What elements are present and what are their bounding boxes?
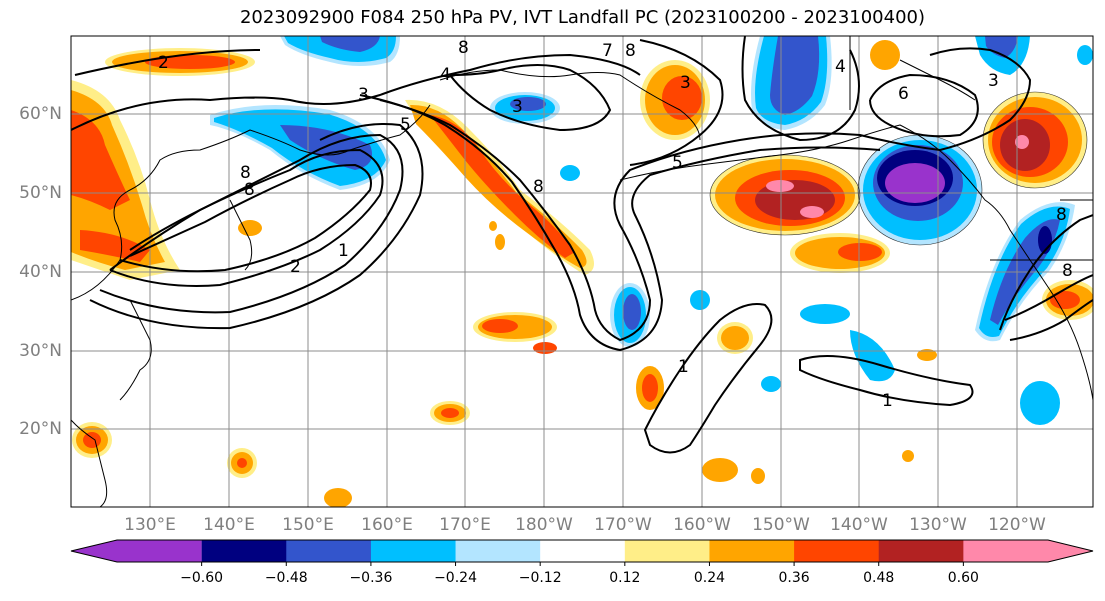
- colorbar-segment: [370, 540, 457, 562]
- lat-label: 50°N: [19, 183, 62, 203]
- colorbar-tick-label: 0.24: [693, 570, 726, 586]
- contour-label: 8: [458, 38, 469, 58]
- colorbar-segment: [455, 540, 541, 562]
- contour-label: 3: [512, 97, 523, 117]
- coastlines: [71, 36, 1093, 507]
- lon-label: 150°E: [282, 515, 334, 535]
- contour-label: 2: [158, 53, 169, 73]
- lon-label: 120°W: [988, 515, 1046, 535]
- colorbar-tick-label: 0.60: [947, 570, 979, 586]
- lon-label: 160°E: [361, 515, 413, 535]
- map-title: 2023092900 F084 250 hPa PV, IVT Landfall…: [239, 7, 926, 28]
- lon-label: 180°W: [515, 515, 573, 535]
- contour-label: 3: [358, 85, 369, 105]
- colorbar-segment: [201, 540, 287, 562]
- lon-label: 130°W: [909, 515, 967, 535]
- colorbar-segment: [71, 540, 202, 562]
- colorbar-tick-label: −0.12: [518, 570, 562, 586]
- lon-label: 160°W: [673, 515, 731, 535]
- pv-contours: [71, 36, 1093, 454]
- lat-label: 60°N: [19, 104, 62, 124]
- colorbar-segment: [709, 540, 795, 562]
- contour-label: 3: [680, 73, 691, 93]
- contour-label: 1: [338, 241, 349, 261]
- colorbar-tick-label: −0.24: [434, 570, 477, 586]
- colorbar-tick-label: −0.60: [180, 570, 224, 586]
- contour-label: 8: [240, 163, 251, 183]
- colorbar-segment: [624, 540, 710, 562]
- colorbar-segment: [540, 540, 626, 562]
- lon-label: 170°E: [439, 515, 491, 535]
- lat-label: 40°N: [19, 262, 62, 282]
- lon-label: 140°E: [203, 515, 255, 535]
- colorbar-tick-label: −0.48: [264, 570, 308, 586]
- gridlines: [71, 36, 1093, 507]
- lon-label: 140°W: [830, 515, 888, 535]
- colorbar-segment: [963, 540, 1093, 562]
- colorbar-tick-label: 0.12: [609, 570, 641, 586]
- contour-label: 3: [988, 71, 999, 91]
- colorbar-segment: [794, 540, 880, 562]
- contour-label: 8: [625, 41, 636, 61]
- colorbar-segment: [286, 540, 372, 562]
- contour-label: 8: [1056, 205, 1067, 225]
- lon-label: 130°E: [124, 515, 176, 535]
- contour-label: 5: [400, 115, 411, 135]
- contour-label: 1: [678, 357, 689, 377]
- contour-label: 6: [898, 84, 909, 104]
- lat-label: 30°N: [19, 341, 62, 361]
- negative-pv-anomalies: [210, 36, 1093, 425]
- contour-label: 5: [672, 153, 683, 173]
- colorbar: [70, 539, 1094, 566]
- contour-label: 2: [290, 257, 301, 277]
- colorbar-segment: [878, 540, 964, 562]
- lat-label: 20°N: [19, 419, 62, 439]
- pv-shading: [71, 36, 1093, 507]
- contour-label: 4: [835, 57, 846, 77]
- contour-label: 8: [244, 180, 255, 200]
- colorbar-tick-label: −0.36: [349, 570, 393, 586]
- contour-label: 8: [1062, 261, 1073, 281]
- contour-labels: 2 8 4 3 8 8 7 4 3 6 3 8 3 5 8 2 1 8 1 1 …: [158, 38, 1073, 411]
- contour-label: 1: [882, 391, 893, 411]
- contour-label: 8: [533, 177, 544, 197]
- lon-label: 150°W: [752, 515, 810, 535]
- colorbar-tick-label: 0.48: [863, 570, 895, 586]
- colorbar-tick-label: 0.36: [778, 570, 810, 586]
- map-frame: [70, 35, 1094, 508]
- contour-label: 7: [602, 41, 613, 61]
- lon-label: 170°W: [594, 515, 652, 535]
- colorbar-outline: [70, 539, 1094, 563]
- contour-label: 4: [440, 65, 451, 85]
